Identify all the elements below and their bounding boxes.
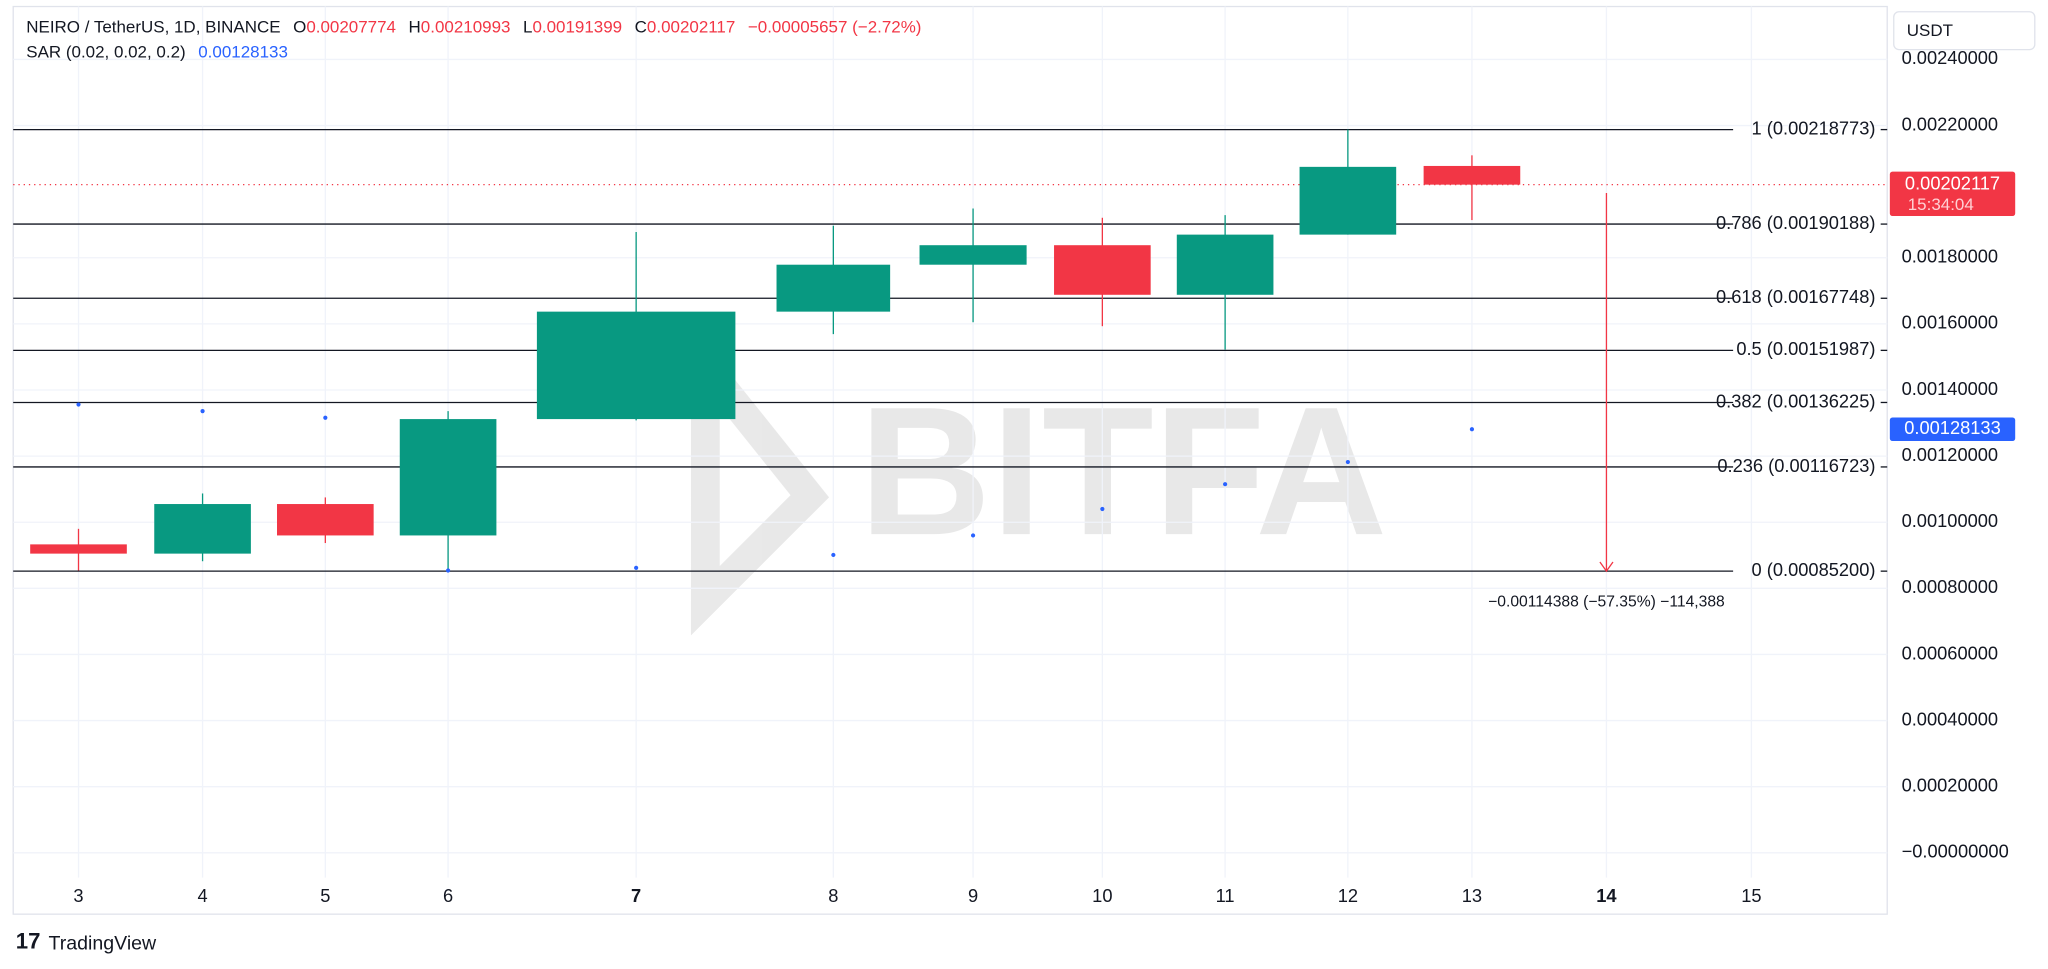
sar-value: 0.00128133	[198, 43, 288, 62]
fib-label: 0.236 (0.00116723)	[1717, 455, 1875, 476]
measure-label: −0.00114388 (−57.35%) −114,388	[1488, 594, 1725, 611]
ohlc-key: H	[409, 18, 421, 37]
candle-body	[154, 504, 251, 554]
sar-dot	[76, 402, 81, 407]
ohlc-key: L	[523, 18, 532, 37]
y-tick-label: 0.00020000	[1902, 775, 1999, 796]
sar-dot	[200, 409, 205, 414]
sar-dot	[634, 565, 639, 570]
watermark-text: BITFA	[859, 368, 1387, 573]
ohlc-key: C	[635, 18, 647, 37]
y-tick-label: 0.00040000	[1902, 708, 1999, 729]
y-tick-label: 0.00060000	[1902, 642, 1999, 663]
x-tick-label: 10	[1092, 885, 1112, 906]
candle-body	[919, 245, 1027, 265]
ohlc-value: 0.00210993	[421, 18, 511, 37]
y-tick-label: 0.00080000	[1902, 576, 1999, 597]
countdown: 15:34:04	[1908, 195, 1974, 214]
candle-body	[30, 544, 127, 554]
sar-name: SAR (0.02, 0.02, 0.2)	[26, 43, 185, 62]
x-tick-label: 8	[828, 885, 838, 906]
sar-dot	[1223, 482, 1228, 487]
x-tick-label: 6	[443, 885, 453, 906]
currency[interactable]: USDT	[1907, 21, 1953, 40]
y-tick-label: 0.00140000	[1902, 378, 1999, 399]
candle-body	[277, 504, 374, 536]
candle-body	[1176, 234, 1274, 295]
brand-logo: 17	[16, 929, 41, 954]
sar-dot	[970, 533, 976, 538]
sar-dot	[445, 568, 451, 573]
y-tick-label: 0.00220000	[1902, 113, 1999, 134]
x-tick-label: 11	[1216, 885, 1235, 906]
candle-body	[536, 311, 736, 420]
watermark-logo	[690, 324, 830, 636]
ohlc-value: 0.00202117	[647, 18, 735, 37]
x-tick-label: 12	[1338, 885, 1358, 906]
ohlc-value: 0.00191399	[532, 18, 622, 37]
sar-dot	[831, 552, 836, 558]
sar-dot	[1345, 459, 1350, 465]
change: −0.00005657 (−2.72%)	[748, 18, 922, 37]
current-price-badge	[1889, 171, 2016, 216]
x-tick-label: 3	[73, 885, 83, 906]
brand: TradingView	[48, 932, 157, 954]
y-tick-label: 0.00120000	[1902, 444, 1999, 465]
candle-body	[1054, 245, 1151, 295]
y-tick-label: 0.00180000	[1902, 246, 1999, 267]
x-tick-label: 5	[320, 885, 330, 906]
fib-label: 0.5 (0.00151987)	[1736, 338, 1875, 359]
fib-label: 0.382 (0.00136225)	[1716, 390, 1875, 411]
x-tick-label: 7	[631, 885, 641, 906]
y-tick-label: 0.00160000	[1902, 312, 1999, 333]
x-tick-label: 14	[1596, 885, 1617, 906]
candle-body	[1299, 166, 1397, 235]
chart-frame	[12, 5, 1888, 915]
symbol-header: NEIRO / TetherUS, 1D, BINANCE O0.0020777…	[26, 18, 921, 37]
x-tick-label: 9	[968, 885, 978, 906]
symbol: NEIRO / TetherUS, 1D, BINANCE	[26, 18, 280, 37]
current-price-label: 0.00202117	[1905, 172, 2000, 193]
sar-badge	[1889, 417, 2016, 441]
ohlc-key: O	[293, 18, 306, 37]
fib-label: 0.786 (0.00190188)	[1716, 212, 1875, 233]
y-tick-label: −0.00000000	[1902, 841, 2009, 862]
y-tick-label: 0.00240000	[1902, 47, 1999, 68]
fib-label: 0.618 (0.00167748)	[1716, 286, 1875, 307]
fib-label: 0 (0.00085200)	[1752, 559, 1876, 580]
fib-label: 1 (0.00218773)	[1752, 117, 1876, 138]
sar-badge-label: 0.00128133	[1904, 417, 2001, 438]
x-tick-label: 15	[1741, 885, 1761, 906]
sar-dot	[1100, 506, 1105, 512]
sar-dot	[1469, 427, 1475, 432]
y-tick-label: 0.00100000	[1902, 510, 1999, 531]
sar-dot	[323, 415, 328, 420]
measure-arrowhead	[1599, 561, 1614, 573]
candle-body	[776, 264, 891, 312]
candle-body	[399, 419, 497, 536]
x-tick-label: 4	[197, 885, 207, 906]
x-tick-label: 13	[1462, 885, 1482, 906]
sar-header: SAR (0.02, 0.02, 0.2) 0.00128133	[26, 43, 288, 62]
candle-body	[1423, 165, 1521, 185]
ohlc-value: 0.00207774	[306, 18, 396, 37]
currency-button[interactable]	[1893, 11, 2036, 51]
